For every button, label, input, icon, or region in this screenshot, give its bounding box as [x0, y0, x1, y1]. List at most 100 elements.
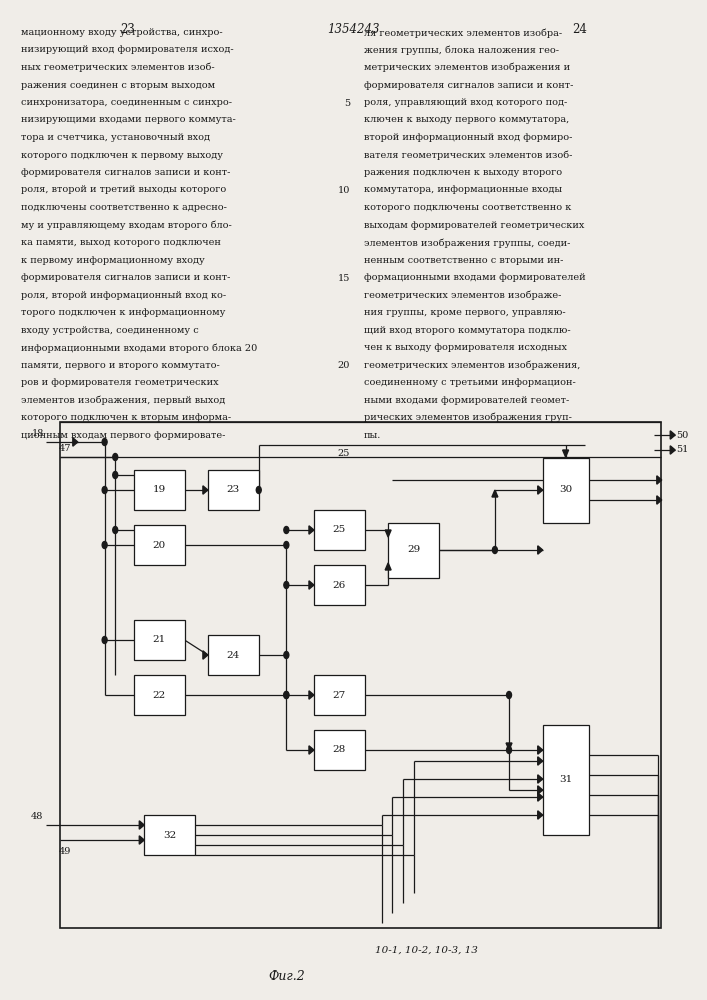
- Circle shape: [284, 652, 289, 658]
- Text: торого подключен к информационному: торого подключен к информационному: [21, 308, 226, 317]
- Text: ражения подключен к выходу второго: ражения подключен к выходу второго: [364, 168, 562, 177]
- Text: 28: 28: [333, 746, 346, 754]
- Polygon shape: [203, 651, 208, 659]
- Text: формирователя сигналов записи и конт-: формирователя сигналов записи и конт-: [21, 168, 230, 177]
- Circle shape: [506, 692, 512, 698]
- Text: му и управляющему входам второго бло-: му и управляющему входам второго бло-: [21, 221, 232, 230]
- Polygon shape: [538, 786, 543, 794]
- Polygon shape: [203, 486, 208, 494]
- Circle shape: [102, 542, 107, 548]
- Text: низирующими входами первого коммута-: низирующими входами первого коммута-: [21, 115, 236, 124]
- Text: вателя геометрических элементов изоб-: вателя геометрических элементов изоб-: [364, 151, 573, 160]
- Polygon shape: [73, 438, 78, 446]
- Text: 48: 48: [30, 812, 43, 821]
- Bar: [543, 458, 588, 522]
- Polygon shape: [309, 691, 314, 699]
- Text: элементов изображения группы, соеди-: элементов изображения группы, соеди-: [364, 238, 571, 247]
- Circle shape: [113, 472, 117, 479]
- Text: 23: 23: [119, 23, 135, 36]
- Text: Фиг.2: Фиг.2: [269, 970, 305, 983]
- Text: формирователя сигналов записи и конт-: формирователя сигналов записи и конт-: [364, 81, 573, 90]
- Bar: [314, 510, 365, 550]
- Text: 31: 31: [559, 776, 572, 784]
- Text: ражения соединен с вторым выходом: ражения соединен с вторым выходом: [21, 81, 216, 90]
- Text: 32: 32: [163, 830, 176, 840]
- Text: 20: 20: [153, 540, 165, 550]
- Polygon shape: [538, 775, 543, 783]
- Text: роля, второй информационный вход ко-: роля, второй информационный вход ко-: [21, 290, 226, 300]
- Circle shape: [506, 746, 512, 754]
- Text: жения группы, блока наложения гео-: жения группы, блока наложения гео-: [364, 45, 559, 55]
- Polygon shape: [670, 446, 675, 454]
- Bar: [208, 635, 259, 675]
- Text: ля геометрических элементов изобра-: ля геометрических элементов изобра-: [364, 28, 562, 37]
- Text: 18: 18: [32, 429, 45, 438]
- Text: роля, управляющий вход которого под-: роля, управляющий вход которого под-: [364, 98, 567, 107]
- Bar: [314, 730, 365, 770]
- Text: 29: 29: [407, 546, 420, 554]
- Text: геометрических элементов изображе-: геометрических элементов изображе-: [364, 290, 561, 300]
- Text: второй информационный вход формиро-: второй информационный вход формиро-: [364, 133, 573, 142]
- Circle shape: [102, 637, 107, 644]
- Text: соединенному с третьими информацион-: соединенному с третьими информацион-: [364, 378, 576, 387]
- Text: ключен к выходу первого коммутатора,: ключен к выходу первого коммутатора,: [364, 115, 569, 124]
- Text: 25: 25: [333, 526, 346, 534]
- Text: 10: 10: [337, 186, 350, 195]
- Circle shape: [492, 546, 498, 554]
- Polygon shape: [309, 526, 314, 534]
- Text: которого подключен к вторым информа-: которого подключен к вторым информа-: [21, 413, 231, 422]
- Text: пы.: пы.: [364, 431, 382, 440]
- Polygon shape: [538, 486, 543, 494]
- Text: ния группы, кроме первого, управляю-: ния группы, кроме первого, управляю-: [364, 308, 566, 317]
- Text: 5: 5: [344, 99, 350, 108]
- Bar: [144, 815, 195, 855]
- Circle shape: [113, 454, 117, 460]
- Text: рических элементов изображения груп-: рических элементов изображения груп-: [364, 413, 572, 422]
- Polygon shape: [538, 793, 543, 801]
- Bar: [208, 470, 259, 510]
- Text: ных геометрических элементов изоб-: ных геометрических элементов изоб-: [21, 63, 215, 73]
- Bar: [134, 675, 185, 715]
- Text: 50: 50: [677, 430, 689, 440]
- Polygon shape: [538, 546, 543, 554]
- Bar: [543, 725, 588, 835]
- Text: 23: 23: [227, 486, 240, 494]
- Text: 26: 26: [333, 580, 346, 589]
- Text: синхронизатора, соединенным с синхро-: синхронизатора, соединенным с синхро-: [21, 98, 232, 107]
- Text: мационному входу устройства, синхро-: мационному входу устройства, синхро-: [21, 28, 223, 37]
- Polygon shape: [309, 581, 314, 589]
- Text: ционным входам первого формировате-: ционным входам первого формировате-: [21, 431, 226, 440]
- Polygon shape: [492, 490, 498, 497]
- Polygon shape: [670, 431, 675, 439]
- Circle shape: [284, 692, 289, 698]
- Polygon shape: [538, 811, 543, 819]
- Text: 47: 47: [59, 444, 71, 453]
- Text: которого подключены соответственно к: которого подключены соответственно к: [364, 203, 571, 212]
- Polygon shape: [538, 757, 543, 765]
- Text: формационными входами формирователей: формационными входами формирователей: [364, 273, 585, 282]
- Polygon shape: [139, 836, 144, 844]
- Polygon shape: [139, 821, 144, 829]
- Text: низирующий вход формирователя исход-: низирующий вход формирователя исход-: [21, 45, 234, 54]
- Text: роля, второй и третий выходы которого: роля, второй и третий выходы которого: [21, 186, 226, 194]
- Text: памяти, первого и второго коммутато-: памяти, первого и второго коммутато-: [21, 360, 220, 369]
- Text: 20: 20: [337, 361, 350, 370]
- Text: ка памяти, выход которого подключен: ка памяти, выход которого подключен: [21, 238, 221, 247]
- Text: 24: 24: [572, 23, 588, 36]
- Text: выходам формирователей геометрических: выходам формирователей геометрических: [364, 221, 585, 230]
- Polygon shape: [657, 476, 662, 484]
- Text: 25: 25: [337, 449, 350, 458]
- Text: 24: 24: [227, 650, 240, 660]
- Circle shape: [257, 487, 262, 493]
- Text: входу устройства, соединенному с: входу устройства, соединенному с: [21, 326, 199, 335]
- Text: 27: 27: [333, 690, 346, 700]
- Text: 15: 15: [337, 274, 350, 283]
- Bar: [314, 565, 365, 605]
- Polygon shape: [385, 530, 391, 537]
- Text: 30: 30: [559, 486, 572, 494]
- Polygon shape: [538, 746, 543, 754]
- Bar: [134, 470, 185, 510]
- Text: 19: 19: [153, 486, 165, 494]
- Circle shape: [284, 526, 289, 534]
- Text: 21: 21: [153, 636, 165, 645]
